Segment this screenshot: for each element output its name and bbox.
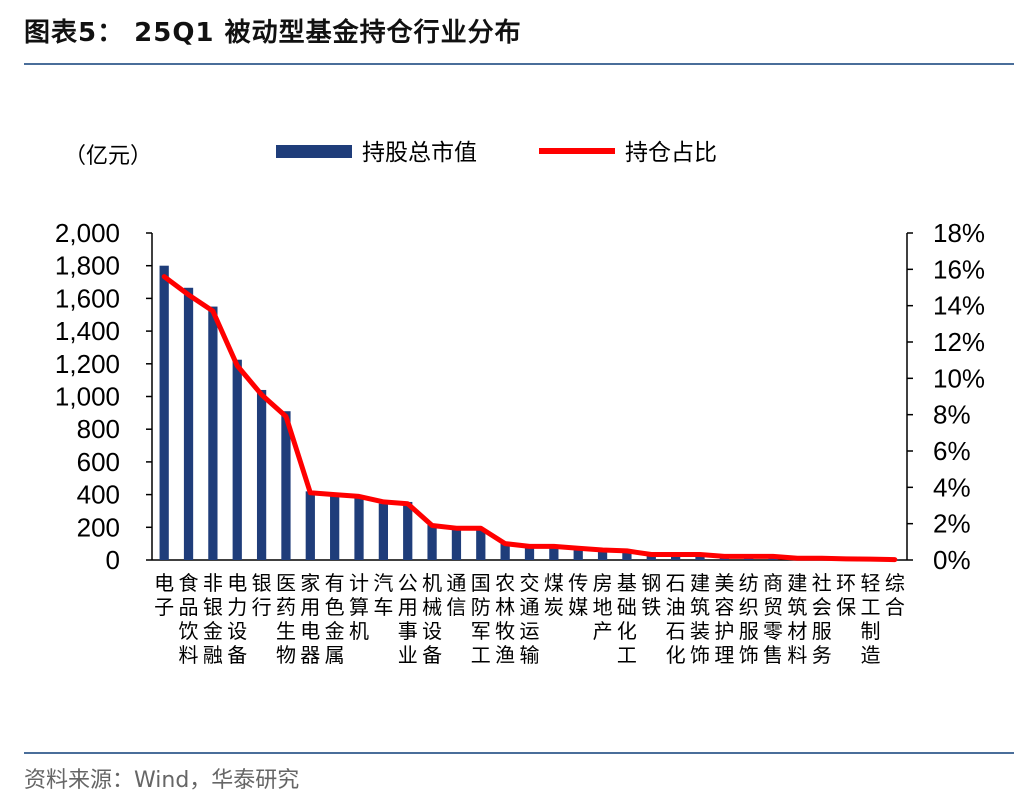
legend-swatch-bar bbox=[276, 145, 352, 158]
bar-计算机 bbox=[354, 497, 364, 560]
category-label: 传媒 bbox=[568, 571, 588, 619]
chart-title: 图表5： 25Q1 被动型基金持仓行业分布 bbox=[24, 18, 522, 48]
category-labels: 电子食品饮料非银金融电力设备银行医药生物家用电器有色金属计算机汽车公用事业机械设… bbox=[154, 571, 905, 667]
bar-钢铁 bbox=[646, 554, 656, 560]
left-tick-label: 200 bbox=[77, 512, 120, 542]
bar-食品饮料 bbox=[183, 287, 194, 560]
left-tick-label: 400 bbox=[77, 480, 120, 510]
bar-电子 bbox=[159, 265, 169, 560]
category-label: 钢铁 bbox=[641, 571, 661, 619]
left-tick-label: 1,400 bbox=[55, 316, 120, 346]
footer-rule bbox=[24, 752, 1014, 754]
category-label: 纺织服饰 bbox=[739, 571, 759, 667]
category-label: 计算机 bbox=[349, 571, 369, 643]
left-tick-label: 1,600 bbox=[55, 283, 120, 313]
category-label: 机械设备 bbox=[422, 571, 442, 667]
category-label: 食品饮料 bbox=[179, 571, 199, 667]
bar-公用事业 bbox=[403, 501, 413, 560]
left-tick-label: 800 bbox=[77, 414, 120, 444]
bar-国防军工 bbox=[476, 528, 486, 560]
bar-石油石化 bbox=[671, 554, 681, 560]
category-label: 家用电器 bbox=[300, 571, 320, 667]
bar-农林牧渔 bbox=[500, 542, 510, 560]
right-tick-label: 6% bbox=[933, 436, 971, 466]
bar-煤炭 bbox=[549, 546, 559, 560]
left-tick-label: 1,000 bbox=[55, 382, 120, 412]
category-label: 美容护理 bbox=[714, 571, 734, 667]
bar-家用电器 bbox=[305, 491, 315, 560]
source-note: 资料来源：Wind，华泰研究 bbox=[24, 768, 300, 793]
bar-非银金融 bbox=[208, 306, 218, 560]
bar-有色金属 bbox=[330, 495, 340, 560]
category-label: 非银金融 bbox=[203, 571, 223, 667]
legend-label-line: 持仓占比 bbox=[625, 140, 717, 166]
category-label: 银行 bbox=[252, 571, 272, 619]
left-tick-label: 600 bbox=[77, 447, 120, 477]
category-label: 通信 bbox=[446, 571, 466, 619]
category-label: 石油石化 bbox=[666, 571, 686, 667]
right-tick-label: 0% bbox=[933, 545, 971, 575]
category-label: 社会服务 bbox=[812, 571, 832, 667]
left-tick-label: 0 bbox=[106, 545, 120, 575]
category-label: 医药生物 bbox=[276, 571, 296, 667]
bar-传媒 bbox=[573, 549, 583, 560]
category-label: 交通运输 bbox=[520, 571, 540, 667]
left-axis-unit-label: （亿元） bbox=[64, 144, 152, 169]
category-label: 综合 bbox=[885, 571, 905, 619]
right-tick-label: 4% bbox=[933, 472, 971, 502]
category-label: 基础化工 bbox=[617, 571, 637, 667]
category-label: 汽车 bbox=[373, 571, 393, 619]
category-label: 商贸零售 bbox=[763, 571, 783, 667]
legend-label-bar: 持股总市值 bbox=[362, 140, 477, 166]
left-tick-label: 1,800 bbox=[55, 251, 120, 281]
bar-医药生物 bbox=[281, 411, 291, 560]
chart-legend: 持股总市值 持仓占比 bbox=[276, 140, 717, 166]
chart-axes: 02004006008001,0001,2001,4001,6001,8002,… bbox=[55, 218, 985, 575]
bar-通信 bbox=[451, 528, 462, 560]
line-holding-share bbox=[161, 274, 898, 563]
category-label: 有色金属 bbox=[325, 571, 345, 667]
left-tick-label: 1,200 bbox=[55, 349, 120, 379]
category-label: 房地产 bbox=[593, 571, 613, 643]
category-label: 国防军工 bbox=[471, 571, 491, 667]
bar-汽车 bbox=[378, 503, 388, 560]
bar-机械设备 bbox=[427, 524, 437, 560]
bar-交通运输 bbox=[524, 545, 535, 560]
left-tick-label: 2,000 bbox=[55, 218, 120, 248]
category-label: 环保 bbox=[836, 571, 856, 619]
right-tick-label: 10% bbox=[933, 363, 985, 393]
right-tick-label: 2% bbox=[933, 509, 971, 539]
line-series bbox=[161, 274, 898, 563]
bar-银行 bbox=[256, 389, 267, 560]
header-rule bbox=[24, 63, 1014, 65]
right-tick-label: 12% bbox=[933, 327, 985, 357]
right-tick-label: 18% bbox=[933, 218, 985, 248]
category-label: 建筑装饰 bbox=[690, 571, 710, 667]
category-label: 轻工制造 bbox=[860, 571, 880, 667]
category-label: 电力设备 bbox=[227, 571, 247, 667]
category-label: 公用事业 bbox=[398, 571, 418, 667]
bar-房地产 bbox=[597, 550, 608, 560]
bar-电力设备 bbox=[232, 359, 242, 560]
right-tick-label: 16% bbox=[933, 254, 985, 284]
bar-基础化工 bbox=[622, 551, 632, 560]
right-tick-label: 14% bbox=[933, 291, 985, 321]
category-label: 农林牧渔 bbox=[495, 571, 515, 667]
right-tick-label: 8% bbox=[933, 400, 971, 430]
category-label: 煤炭 bbox=[544, 571, 564, 619]
bar-series bbox=[159, 265, 900, 560]
category-label: 建筑材料 bbox=[787, 571, 807, 667]
bar-建筑装饰 bbox=[695, 554, 705, 560]
category-label: 电子 bbox=[154, 571, 174, 619]
